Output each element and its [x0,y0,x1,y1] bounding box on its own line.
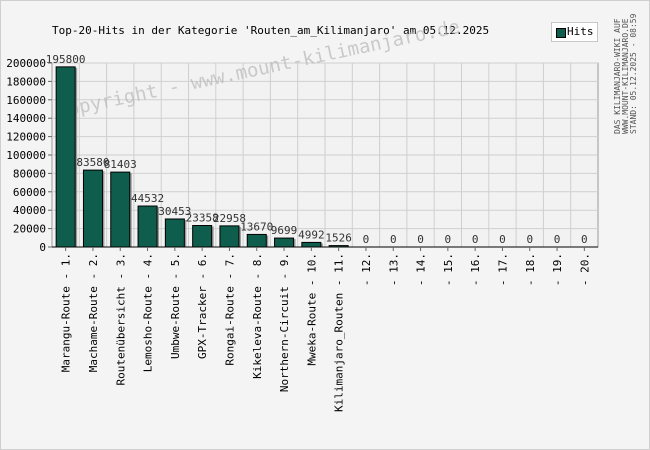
x-tick-label: Rongai-Route - 7. [223,253,236,366]
bar [82,169,103,248]
x-tick-label: - 14. [415,253,428,286]
x-tick-label: - 13. [387,253,400,286]
value-label: 0 [390,233,397,246]
x-tick-label: Routenübersicht - 3. [114,253,127,385]
legend-swatch [556,28,566,38]
x-tick-label: Lemosho-Route - 4. [142,253,155,372]
value-label: 0 [363,233,370,246]
x-tick-label: Mweka-Route - 10. [305,253,318,366]
value-label: 22958 [213,212,246,225]
bar [274,237,295,248]
x-tick-label: Kilimanjaro_Routen - 11. [333,253,346,412]
value-label: 0 [472,233,479,246]
x-tick-label: - 19. [551,253,564,286]
y-axis: 0 20000 40000 60000 80000 100000 120000 140000 1… [6,57,52,254]
bar [55,66,76,248]
side-stamp-line-3: STAND: 05.12.2025 - 08:59 [629,13,638,134]
x-tick-label: Northern-Circuit - 9. [278,253,291,392]
value-label: 0 [526,233,533,246]
bar [137,205,158,248]
x-tick-label: - 12. [360,253,373,286]
value-label: 81403 [104,158,137,171]
value-label: 0 [554,233,561,246]
value-label: 1526 [325,232,352,245]
y-tick-label: 160000 [6,94,46,107]
side-stamp-line-2: WWW.MOUNT-KILIMANJARO.DE [621,18,630,134]
bar [246,233,267,248]
bar [192,225,213,248]
value-label: 83580 [76,156,109,169]
x-tick-label: - 17. [496,253,509,286]
value-label: 23358 [186,212,219,225]
x-tick-label: Kikeleva-Route - 8. [251,253,264,379]
bar [301,241,322,248]
y-tick-label: 140000 [6,112,46,125]
value-label: 0 [445,233,452,246]
y-tick-label: 40000 [13,204,46,217]
bar [219,225,240,248]
bar [110,171,131,248]
side-stamp-line-1: DAS KILIMANJARO-WIKI AUF [613,18,622,134]
y-tick-label: 20000 [13,223,46,236]
value-label: 195800 [46,53,86,66]
x-tick-label: - 16. [469,253,482,286]
value-label: 0 [581,233,588,246]
value-label: 0 [417,233,424,246]
y-tick-label: 200000 [6,57,46,70]
value-label: 9699 [271,224,298,237]
y-tick-label: 0 [39,241,46,254]
value-label: 44532 [131,192,164,205]
bar [164,218,185,248]
x-tick-label: - 18. [524,253,537,286]
x-tick-label: Marangu-Route - 1. [60,253,73,372]
y-tick-label: 180000 [6,75,46,88]
value-label: 13670 [240,220,273,233]
value-label: 4992 [298,228,325,241]
x-tick-label: GPX-Tracker - 6. [196,253,209,359]
chart-legend: Hits [551,22,598,42]
legend-label-hits: Hits [567,25,594,38]
y-tick-label: 120000 [6,131,46,144]
value-label: 0 [499,233,506,246]
chart-title: Top-20-Hits in der Kategorie 'Routen_am_… [52,24,490,37]
x-tick-label: - 20. [578,253,591,286]
x-tick-label: Umbwe-Route - 5. [169,253,182,359]
x-tick-label: - 15. [442,253,455,286]
y-tick-label: 60000 [13,186,46,199]
value-label: 30453 [158,205,191,218]
grid-lines [52,62,598,247]
y-tick-label: 100000 [6,149,46,162]
side-stamp: DAS KILIMANJARO-WIKI AUF WWW.MOUNT-KILIM… [613,13,638,134]
y-tick-label: 80000 [13,167,46,180]
x-axis: Marangu-Route - 1. Machame-Route - 2. Rout… [52,246,598,412]
x-tick-label: Machame-Route - 2. [87,253,100,372]
